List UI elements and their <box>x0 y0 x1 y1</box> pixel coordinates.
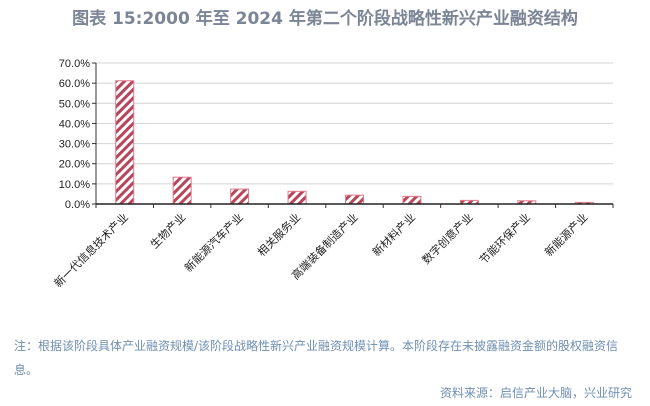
x-tick-label: 相关服务业 <box>254 210 303 259</box>
bar <box>115 80 135 205</box>
bar <box>345 194 364 205</box>
bar <box>287 190 307 205</box>
x-tick-label: 节能环保产业 <box>476 210 533 267</box>
x-tick-label: 新能源汽车产业 <box>181 210 245 274</box>
y-tick-label: 60.0% <box>59 78 90 90</box>
y-tick-label: 70.0% <box>59 58 90 70</box>
chart-note: 注：根据该阶段具体产业融资规模/该阶段战略性新兴产业融资规模计算。本阶段存在未披… <box>14 339 619 377</box>
y-tick-label: 0.0% <box>65 199 90 211</box>
bar <box>402 195 422 205</box>
x-tick-label: 新一代信息技术产业 <box>51 210 131 290</box>
bar <box>230 188 250 205</box>
bar-chart: 0.0% 10.0% 20.0% 30.0% 40.0% 50.0% 60.0% 70.0% 新… <box>51 58 614 290</box>
y-tick-label: 50.0% <box>59 98 90 110</box>
bar <box>172 176 192 205</box>
x-tick-label: 生物产业 <box>147 210 188 251</box>
x-tick-label: 新能源产业 <box>542 210 591 259</box>
chart-source: 资料来源：启信产业大脑，兴业研究 <box>439 386 632 400</box>
y-tick-label: 20.0% <box>59 159 90 171</box>
chart-title: 图表 15:2000 年至 2024 年第二个阶段战略性新兴产业融资结构 <box>72 9 578 29</box>
x-tick-label: 新材料产业 <box>369 210 418 259</box>
y-tick-label: 30.0% <box>59 139 90 151</box>
y-tick-label: 10.0% <box>59 179 90 191</box>
y-tick-label: 40.0% <box>59 118 90 130</box>
x-tick-label: 数字创意产业 <box>419 210 476 267</box>
